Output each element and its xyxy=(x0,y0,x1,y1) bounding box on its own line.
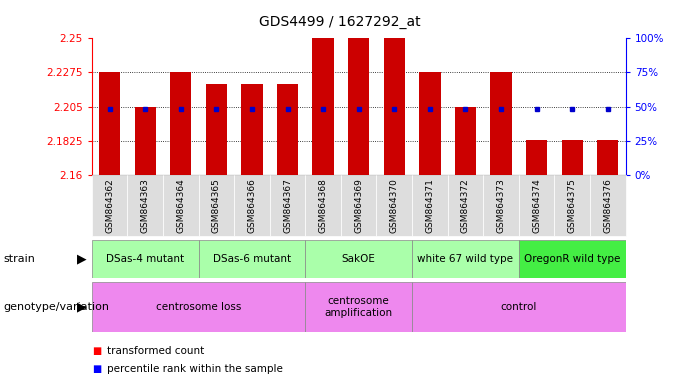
Bar xyxy=(562,140,583,175)
Bar xyxy=(170,73,192,175)
Bar xyxy=(419,73,441,175)
Text: ■: ■ xyxy=(92,364,101,374)
FancyBboxPatch shape xyxy=(447,175,483,236)
Text: GSM864364: GSM864364 xyxy=(176,178,185,233)
FancyBboxPatch shape xyxy=(163,175,199,236)
FancyBboxPatch shape xyxy=(305,175,341,236)
Text: SakOE: SakOE xyxy=(342,254,375,264)
Text: DSas-6 mutant: DSas-6 mutant xyxy=(213,254,291,264)
Text: GSM864372: GSM864372 xyxy=(461,178,470,233)
FancyBboxPatch shape xyxy=(234,175,270,236)
Bar xyxy=(241,84,262,175)
FancyBboxPatch shape xyxy=(92,175,127,236)
FancyBboxPatch shape xyxy=(92,282,305,332)
Bar xyxy=(312,38,334,175)
Text: ■: ■ xyxy=(92,346,101,356)
FancyBboxPatch shape xyxy=(377,175,412,236)
FancyBboxPatch shape xyxy=(483,175,519,236)
Text: transformed count: transformed count xyxy=(107,346,204,356)
Text: GSM864362: GSM864362 xyxy=(105,178,114,233)
FancyBboxPatch shape xyxy=(199,240,305,278)
Bar xyxy=(99,73,120,175)
Bar xyxy=(455,106,476,175)
Bar xyxy=(135,106,156,175)
FancyBboxPatch shape xyxy=(554,175,590,236)
FancyBboxPatch shape xyxy=(590,175,626,236)
Bar xyxy=(205,84,227,175)
Bar xyxy=(490,73,512,175)
Text: OregonR wild type: OregonR wild type xyxy=(524,254,620,264)
Text: percentile rank within the sample: percentile rank within the sample xyxy=(107,364,283,374)
Text: GSM864363: GSM864363 xyxy=(141,178,150,233)
Text: genotype/variation: genotype/variation xyxy=(3,302,109,312)
Text: GSM864373: GSM864373 xyxy=(496,178,505,233)
FancyBboxPatch shape xyxy=(127,175,163,236)
Text: GSM864371: GSM864371 xyxy=(426,178,435,233)
FancyBboxPatch shape xyxy=(341,175,377,236)
Text: GSM864366: GSM864366 xyxy=(248,178,256,233)
FancyBboxPatch shape xyxy=(199,175,234,236)
Text: GSM864376: GSM864376 xyxy=(603,178,612,233)
Bar xyxy=(348,38,369,175)
FancyBboxPatch shape xyxy=(412,282,626,332)
Text: GSM864370: GSM864370 xyxy=(390,178,398,233)
Bar xyxy=(277,84,299,175)
FancyBboxPatch shape xyxy=(270,175,305,236)
Bar xyxy=(384,38,405,175)
Text: ▶: ▶ xyxy=(77,253,86,266)
FancyBboxPatch shape xyxy=(519,175,554,236)
Bar xyxy=(526,140,547,175)
FancyBboxPatch shape xyxy=(412,240,519,278)
Text: strain: strain xyxy=(3,254,35,264)
FancyBboxPatch shape xyxy=(412,175,447,236)
Text: GSM864368: GSM864368 xyxy=(319,178,328,233)
Text: GSM864365: GSM864365 xyxy=(212,178,221,233)
Text: ▶: ▶ xyxy=(77,301,86,314)
FancyBboxPatch shape xyxy=(519,240,626,278)
Text: centrosome
amplification: centrosome amplification xyxy=(324,296,393,318)
Text: GSM864375: GSM864375 xyxy=(568,178,577,233)
Text: GDS4499 / 1627292_at: GDS4499 / 1627292_at xyxy=(259,15,421,29)
Text: GSM864369: GSM864369 xyxy=(354,178,363,233)
FancyBboxPatch shape xyxy=(305,240,412,278)
FancyBboxPatch shape xyxy=(92,240,199,278)
Text: DSas-4 mutant: DSas-4 mutant xyxy=(106,254,184,264)
Text: centrosome loss: centrosome loss xyxy=(156,302,241,312)
FancyBboxPatch shape xyxy=(305,282,412,332)
Text: white 67 wild type: white 67 wild type xyxy=(418,254,513,264)
Text: control: control xyxy=(500,302,537,312)
Text: GSM864367: GSM864367 xyxy=(283,178,292,233)
Bar xyxy=(597,140,619,175)
Text: GSM864374: GSM864374 xyxy=(532,178,541,233)
